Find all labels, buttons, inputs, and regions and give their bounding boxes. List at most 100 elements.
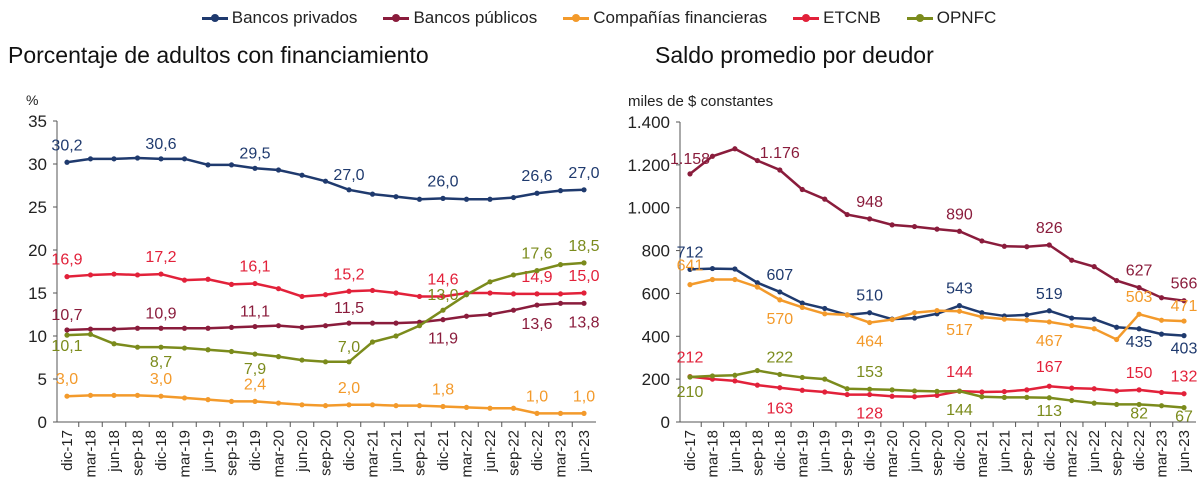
- data-point: [1136, 401, 1142, 408]
- data-label: 150: [1126, 365, 1153, 382]
- data-point: [228, 398, 235, 404]
- data-point: [844, 391, 850, 398]
- data-label: 543: [946, 281, 973, 298]
- data-point: [416, 293, 423, 300]
- x-tick-label: jun-20: [907, 430, 924, 473]
- data-point: [393, 333, 399, 339]
- data-point: [1158, 331, 1165, 337]
- data-point: [979, 238, 985, 244]
- data-point: [134, 344, 141, 350]
- x-tick-label: mar-18: [704, 430, 721, 478]
- data-label: 641: [677, 258, 704, 275]
- data-point: [181, 277, 188, 283]
- data-point: [581, 410, 587, 416]
- x-tick-label: sep-20: [318, 430, 335, 476]
- data-point: [134, 325, 141, 331]
- series-line-bancos-privados: [689, 267, 1185, 337]
- data-point: [299, 172, 305, 178]
- data-point: [1158, 403, 1165, 409]
- data-point: [440, 317, 446, 323]
- x-tick-label: dic-20: [341, 430, 358, 471]
- data-point: [534, 268, 540, 274]
- data-point: [867, 391, 873, 398]
- data-label: 16,1: [239, 259, 270, 276]
- y-tick-label: 30: [28, 155, 47, 174]
- data-point: [181, 345, 188, 351]
- data-point: [1069, 315, 1075, 321]
- data-point: [463, 292, 470, 298]
- data-point: [1181, 391, 1187, 397]
- data-label: 132: [1171, 369, 1198, 386]
- data-point: [777, 289, 783, 295]
- data-point: [822, 389, 828, 395]
- data-point: [510, 194, 517, 201]
- data-point: [581, 187, 587, 193]
- data-label: 16,9: [51, 252, 82, 269]
- data-point: [844, 386, 850, 392]
- legend-label: ETCNB: [823, 8, 881, 27]
- data-point: [822, 196, 828, 202]
- data-point: [1181, 333, 1187, 339]
- data-point: [322, 323, 329, 329]
- data-label: 7,9: [244, 361, 266, 378]
- data-point: [979, 394, 985, 400]
- data-point: [299, 402, 305, 408]
- data-point: [754, 280, 760, 286]
- legend-label: Bancos públicos: [413, 8, 538, 27]
- data-point: [557, 300, 564, 306]
- data-point: [275, 354, 282, 360]
- data-point: [534, 302, 540, 308]
- data-point: [1114, 388, 1120, 394]
- legend-marker: [383, 13, 410, 22]
- data-point: [440, 307, 446, 313]
- data-label: 1,0: [573, 388, 595, 405]
- y-tick-label: 1.200: [627, 156, 670, 175]
- data-point: [181, 156, 188, 162]
- data-point: [732, 266, 738, 272]
- data-point: [510, 272, 517, 278]
- data-point: [1001, 316, 1007, 322]
- data-point: [732, 146, 738, 152]
- data-point: [889, 387, 895, 393]
- data-label: 30,6: [145, 136, 176, 153]
- x-tick-label: jun-23: [1176, 430, 1193, 473]
- data-point: [732, 378, 738, 384]
- data-point: [87, 326, 94, 332]
- x-tick-label: jun-21: [996, 430, 1013, 473]
- data-label: 17,2: [145, 249, 176, 266]
- data-point: [534, 291, 540, 297]
- x-tick-label: dic-17: [682, 430, 699, 471]
- data-point: [979, 389, 985, 395]
- data-point: [440, 293, 446, 300]
- data-label: 18,5: [568, 238, 599, 255]
- data-point: [205, 276, 211, 282]
- x-tick-label: mar-23: [553, 430, 570, 478]
- x-tick-label: jun-22: [482, 430, 499, 473]
- data-label: 167: [1036, 359, 1063, 376]
- data-point: [889, 316, 895, 323]
- data-point: [299, 293, 305, 300]
- data-point: [534, 190, 540, 196]
- data-point: [158, 393, 164, 399]
- data-point: [463, 196, 470, 202]
- data-label: 67: [1175, 409, 1193, 426]
- y-tick-label: 35: [28, 112, 47, 131]
- x-tick-label: jun-19: [817, 430, 834, 473]
- data-label: 503: [1126, 289, 1153, 306]
- data-point: [228, 348, 235, 355]
- x-tick-label: mar-23: [1154, 430, 1171, 478]
- legend-item-etcnb: ETCNB: [793, 8, 881, 28]
- x-tick-label: dic-18: [153, 430, 170, 471]
- data-point: [64, 327, 70, 333]
- data-point: [275, 167, 282, 173]
- data-point: [510, 291, 517, 297]
- data-label: 13,8: [568, 314, 599, 331]
- data-point: [346, 288, 352, 294]
- data-label: 3,0: [56, 371, 78, 388]
- data-point: [867, 216, 873, 222]
- y-tick-label: 0: [661, 413, 670, 432]
- y-tick-label: 800: [642, 242, 670, 261]
- data-point: [1001, 243, 1007, 249]
- data-point: [416, 323, 423, 329]
